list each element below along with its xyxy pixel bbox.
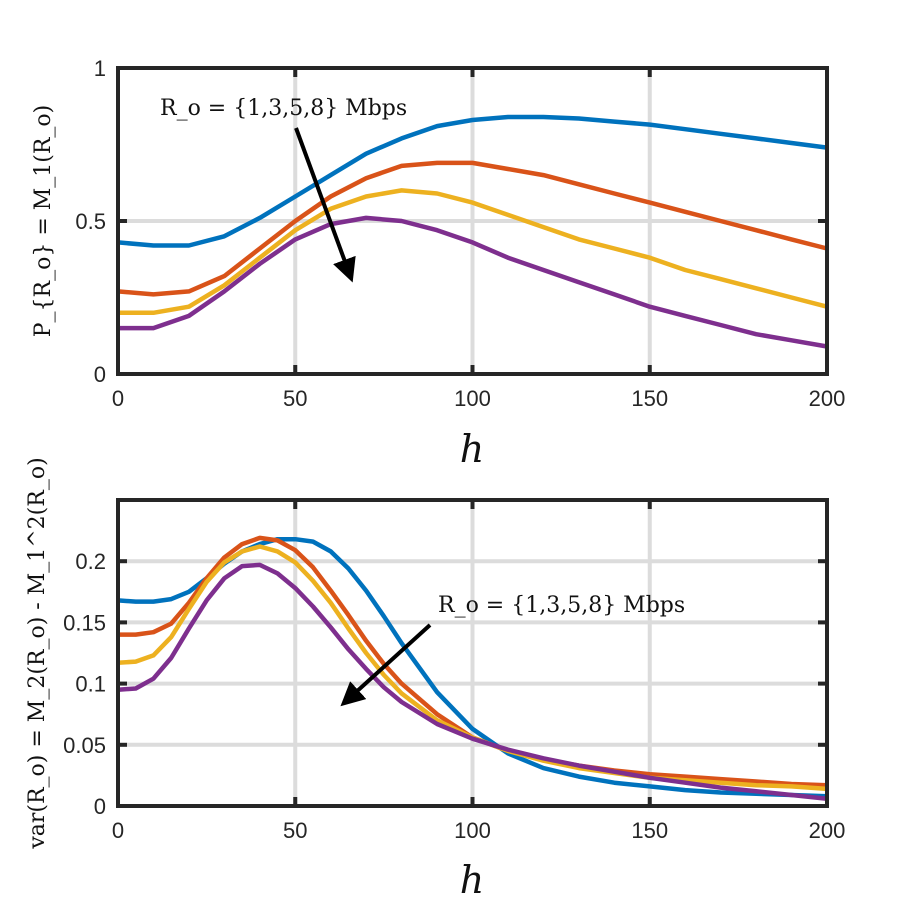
y-tick-label: 0 <box>94 794 106 819</box>
x-tick-label: 150 <box>631 818 668 843</box>
x-tick-label: 0 <box>112 386 124 411</box>
top-annotation: R_o = {1,3,5,8} Mbps <box>160 96 407 121</box>
series-line-4 <box>118 215 828 349</box>
x-tick-label: 150 <box>631 386 668 411</box>
y-tick-label: 0.15 <box>63 610 106 635</box>
x-tick-label: 100 <box>454 386 491 411</box>
x-tick-label: 200 <box>809 386 846 411</box>
x-tick-label: 0 <box>112 818 124 843</box>
y-tick-label: 1 <box>94 56 106 81</box>
y-tick-label: 0.2 <box>75 549 106 574</box>
top-y-tick-labels: 00.51 <box>75 56 106 387</box>
bottom-grid <box>116 500 829 808</box>
top-plot: 0 50 100 150 200 00.51 h P_{R_o} = M_1(R_o) … <box>31 56 845 471</box>
bottom-x-tick-labels: 0 50 100 150 200 <box>112 818 845 843</box>
top-annotation-arrow <box>294 127 356 283</box>
series-line-2 <box>117 160 828 297</box>
series-line-4 <box>117 562 828 801</box>
top-series-lines <box>117 114 828 349</box>
x-tick-label: 200 <box>809 818 846 843</box>
bottom-y-tick-labels: 0 0.05 0.1 0.15 0.2 <box>63 549 106 819</box>
top-x-tick-labels: 0 50 100 150 200 <box>112 386 845 411</box>
x-tick-label: 50 <box>283 386 307 411</box>
bottom-annotation-arrow <box>340 623 432 707</box>
y-tick-label: 0.05 <box>63 733 106 758</box>
bottom-y-axis-label: var(R_o) = M_2(R_o) - M_1^2(R_o) <box>25 457 50 849</box>
series-line-1 <box>117 114 828 248</box>
top-tick-marks <box>116 66 829 376</box>
bottom-annotation: R_o = {1,3,5,8} Mbps <box>438 593 685 618</box>
top-x-axis-label: h <box>460 427 484 471</box>
bottom-plot: 0 50 100 150 200 0 0.05 0.1 0.15 0.2 h var(R_o) … <box>25 457 845 902</box>
x-tick-label: 50 <box>283 818 307 843</box>
bottom-x-axis-label: h <box>460 858 484 902</box>
x-tick-label: 100 <box>454 818 491 843</box>
y-tick-label: 0.1 <box>75 672 106 697</box>
series-line-2 <box>118 535 828 788</box>
bottom-series-lines <box>117 535 828 801</box>
y-tick-label: 0 <box>94 362 106 387</box>
y-tick-label: 0.5 <box>75 209 106 234</box>
top-y-axis-label: P_{R_o} = M_1(R_o) <box>31 105 56 338</box>
series-line-3 <box>118 188 828 316</box>
bottom-tick-marks <box>116 500 829 808</box>
